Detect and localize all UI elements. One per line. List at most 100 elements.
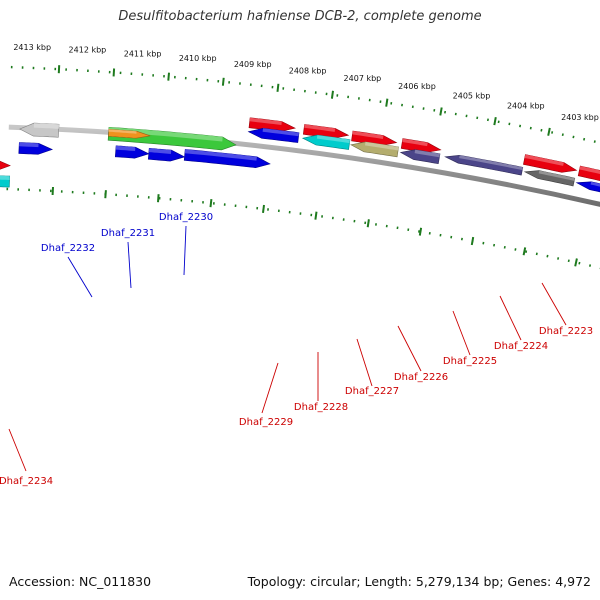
gene-label-leader bbox=[127, 241, 132, 289]
gene-label-leader bbox=[541, 282, 567, 326]
gene-label-leader bbox=[452, 310, 471, 356]
gene-arrow-highlight bbox=[249, 117, 282, 125]
gene-arrow bbox=[301, 134, 351, 150]
gene-group bbox=[0, 117, 600, 193]
ruler-tick-label: 2411 kbp bbox=[124, 50, 162, 59]
gene-arrow bbox=[247, 127, 300, 143]
ruler-tick-label: 2406 kbp bbox=[398, 82, 436, 91]
gene-label-leader bbox=[183, 225, 187, 276]
outer-ruler-major-tick bbox=[221, 77, 225, 86]
gene-arrow bbox=[0, 175, 11, 188]
inner-ruler-major-tick bbox=[104, 190, 107, 199]
gene-arrow-highlight bbox=[352, 131, 384, 139]
gene-arrow-highlight bbox=[108, 129, 137, 134]
outer-ruler-major-tick bbox=[330, 90, 334, 99]
gene-arrow-body bbox=[444, 154, 524, 176]
backbone-line bbox=[8, 124, 600, 207]
gene-arrow-highlight bbox=[365, 141, 399, 151]
gene-arrow bbox=[444, 154, 524, 176]
gene-arrow bbox=[108, 128, 151, 139]
label-group: Dhaf_2223 Dhaf_2224 Dhaf_2225 Dhaf_2226 Dhaf… bbox=[0, 212, 593, 487]
inner-ruler-major-tick bbox=[209, 198, 213, 208]
gene-label-leader bbox=[8, 428, 27, 472]
gene-label: Dhaf_2232 bbox=[41, 243, 95, 254]
outer-ruler-major-tick bbox=[167, 72, 170, 81]
gene-label: Dhaf_2227 bbox=[345, 386, 399, 397]
inner-ruler-minor-ticks bbox=[6, 187, 600, 270]
gene-arrow-highlight bbox=[115, 145, 136, 151]
accession-text: Accession: NC_011830 bbox=[9, 574, 152, 589]
gene-label-leader bbox=[261, 362, 279, 414]
ruler-tick-label: 2404 kbp bbox=[507, 102, 545, 111]
gene-arrow-highlight bbox=[148, 148, 172, 154]
gene-arrow-highlight bbox=[0, 175, 10, 180]
gene-label: Dhaf_2223 bbox=[539, 326, 593, 337]
gene-arrow bbox=[114, 145, 150, 159]
outer-ruler-major-tick bbox=[493, 117, 497, 126]
outer-ruler-major-tick bbox=[112, 68, 116, 77]
gene-arrow-highlight bbox=[304, 124, 336, 132]
gene-arrow bbox=[19, 122, 60, 138]
inner-ruler-major-tick bbox=[418, 227, 423, 236]
gene-label-leader bbox=[67, 256, 93, 298]
inner-ruler-major-tick bbox=[366, 219, 370, 228]
gene-arrow bbox=[0, 160, 11, 170]
gene-arrow-highlight bbox=[33, 123, 59, 129]
gene-arrow-highlight bbox=[414, 149, 440, 158]
genome-title: Desulfitobacterium hafniense DCB-2, comp… bbox=[118, 9, 482, 24]
gene-arrow bbox=[399, 149, 441, 165]
gene-arrow bbox=[575, 181, 600, 193]
ruler-tick-label: 2405 kbp bbox=[453, 92, 491, 101]
gene-arrow bbox=[350, 141, 399, 158]
gene-arrow bbox=[523, 154, 578, 173]
gene-label: Dhaf_2229 bbox=[239, 417, 293, 428]
ruler-tick-label: 2413 kbp bbox=[13, 43, 51, 52]
ruler-tick-label: 2403 kbp bbox=[561, 113, 599, 122]
ruler-tick-label: 2410 kbp bbox=[179, 54, 217, 63]
gene-arrow bbox=[18, 142, 54, 155]
gene-label: Dhaf_2228 bbox=[294, 402, 348, 413]
inner-ruler-major-tick bbox=[574, 258, 578, 267]
inner-ruler-major-tick bbox=[522, 247, 527, 256]
gene-label: Dhaf_2230 bbox=[159, 212, 213, 223]
gene-label: Dhaf_2224 bbox=[494, 341, 548, 352]
outer-ruler-major-tick bbox=[439, 107, 443, 116]
inner-ruler-major-tick bbox=[314, 211, 318, 220]
gene-label-leader bbox=[499, 295, 522, 341]
outer-ruler-major-tick bbox=[547, 127, 551, 136]
gene-arrow bbox=[400, 138, 442, 153]
gene-arrow bbox=[248, 117, 296, 132]
gene-label: Dhaf_2234 bbox=[0, 476, 53, 487]
gene-arrow bbox=[183, 149, 271, 169]
gene-arrow-highlight bbox=[262, 128, 299, 137]
gene-arrow-highlight bbox=[538, 170, 575, 181]
gene-arrow-body bbox=[523, 170, 576, 187]
gene-arrow-highlight bbox=[19, 142, 39, 148]
gene-arrow bbox=[577, 165, 600, 181]
gene-arrow bbox=[351, 130, 398, 146]
gene-arrow bbox=[302, 124, 350, 139]
gene-label: Dhaf_2231 bbox=[101, 228, 155, 239]
inner-ruler-major-tick bbox=[157, 194, 160, 203]
inner-ruler-major-tick bbox=[262, 204, 265, 214]
gene-label-leader bbox=[397, 325, 422, 372]
outer-ruler-major-tick bbox=[385, 98, 389, 107]
gene-arrow-body bbox=[0, 160, 11, 170]
topology-text: Topology: circular; Length: 5,279,134 bp… bbox=[247, 574, 591, 589]
genome-backbone bbox=[8, 124, 600, 207]
gene-arrow bbox=[523, 170, 576, 187]
ruler-tick-label: 2407 kbp bbox=[344, 74, 382, 83]
gene-arrow-highlight bbox=[108, 127, 223, 142]
inner-ruler-major-tick bbox=[470, 236, 475, 246]
gene-arrow-highlight bbox=[524, 154, 564, 166]
gene-arrow-highlight bbox=[459, 155, 523, 170]
gene-arrow-highlight bbox=[402, 138, 428, 147]
gene-arrow-highlight bbox=[316, 135, 350, 144]
ruler-tick-label: 2412 kbp bbox=[69, 46, 107, 55]
outer-ruler-major-tick bbox=[276, 83, 280, 92]
ruler-tick-label: 2409 kbp bbox=[234, 60, 272, 69]
gene-label: Dhaf_2225 bbox=[443, 356, 497, 367]
ruler-tick-label: 2408 kbp bbox=[289, 66, 327, 75]
